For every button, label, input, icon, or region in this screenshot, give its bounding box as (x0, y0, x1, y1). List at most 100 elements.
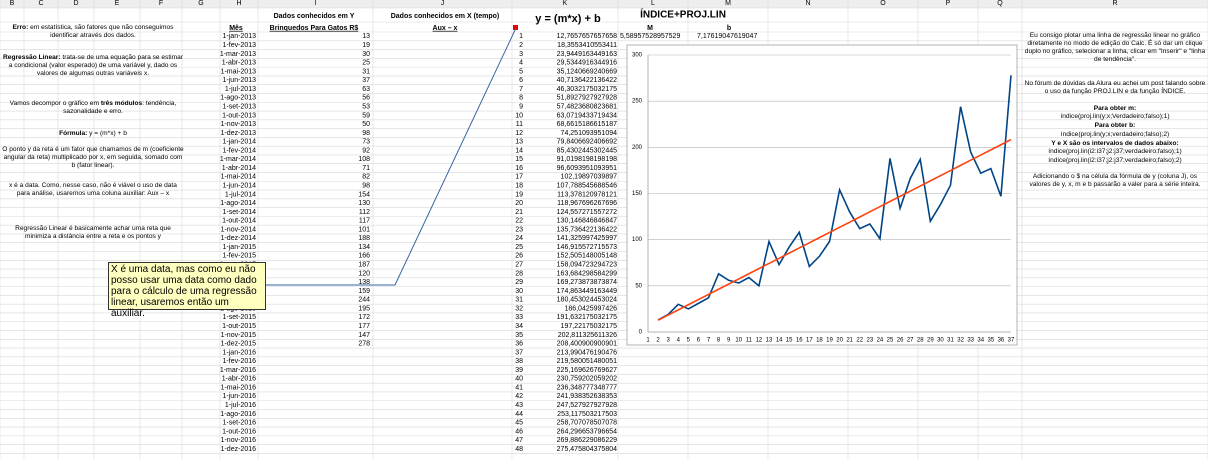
y-cell: 50 (362, 121, 370, 128)
y-cell: 101 (358, 226, 370, 233)
x-tick-label: 1 (646, 338, 650, 344)
x-tick-label: 30 (937, 338, 944, 344)
predicted-cell: 40,7136422136422 (557, 77, 617, 84)
month-cell: 1-set-2015 (223, 314, 257, 321)
month-cell: 1-dez-2016 (221, 446, 257, 453)
x-tick-label: 2 (656, 338, 660, 344)
y-cell: 31 (362, 68, 370, 75)
y-cell: 166 (358, 253, 370, 260)
month-cell: 1-dez-2013 (221, 130, 257, 137)
month-cell: 1-set-2014 (223, 209, 257, 216)
left-note: Fórmula: y = (m*x) + b (2, 130, 184, 138)
x-tick-label: 35 (987, 338, 994, 344)
aux-x-cell: 40 (515, 376, 523, 383)
predicted-cell: 174,863449163449 (557, 288, 617, 295)
x-tick-label: 21 (846, 338, 853, 344)
month-cell: 1-jan-2015 (223, 244, 257, 251)
y-cell: 98 (362, 183, 370, 190)
y-tick-label: 0 (639, 330, 643, 336)
column-letter: I (315, 0, 317, 7)
x-tick-label: 15 (786, 338, 793, 344)
column-letter: D (73, 0, 78, 7)
y-cell: 37 (362, 77, 370, 84)
aux-x-cell: 14 (515, 147, 523, 154)
month-cell: 1-abr-2013 (222, 60, 256, 67)
month-cell: 1-jun-2014 (223, 183, 257, 190)
month-cell: 1-jan-2013 (223, 33, 257, 40)
y-tick-label: 200 (632, 145, 643, 151)
month-cell: 1-nov-2016 (221, 437, 257, 444)
month-cell: 1-jan-2016 (223, 349, 257, 356)
right-note: índice(proj.lin(i2:i37;j2:j37;verdadeiro… (1048, 148, 1182, 155)
y-tick-label: 150 (632, 191, 643, 197)
header-text: y = (m*x) + b (535, 13, 601, 25)
y-cell: 188 (358, 235, 370, 242)
predicted-cell: 23,9449163449163 (557, 51, 617, 58)
right-note: Para obter b: (1094, 122, 1136, 129)
month-cell: 1-fev-2015 (223, 253, 257, 260)
y-cell: 92 (362, 147, 370, 154)
left-note: x é a data. Como, nesse caso, não é viáv… (2, 182, 184, 198)
aux-x-cell: 15 (515, 156, 523, 163)
column-letter: Q (997, 0, 1003, 7)
aux-x-cell: 20 (515, 200, 523, 207)
x-tick-label: 16 (796, 338, 803, 344)
header-text: Dados conhecidos em Y (274, 13, 355, 20)
left-note: Vamos decompor o gráfico em três módulos… (2, 100, 184, 116)
month-cell: 1-set-2013 (223, 103, 257, 110)
predicted-cell: 63,0719433719434 (557, 112, 617, 119)
aux-x-cell: 12 (515, 130, 523, 137)
month-cell: 1-dez-2014 (221, 235, 257, 242)
month-cell: 1-ago-2013 (220, 95, 256, 102)
right-note: Y e X são os intervalos de dados abaixo: (1051, 140, 1179, 147)
note-text: trata-se de uma equação para se estimar … (8, 54, 183, 77)
aux-x-cell: 36 (515, 341, 523, 348)
x-tick-label: 34 (977, 338, 984, 344)
column-letter: N (805, 0, 810, 7)
month-cell: 1-mai-2016 (221, 384, 257, 391)
aux-x-cell: 26 (515, 253, 523, 260)
aux-x-cell: 17 (515, 174, 523, 181)
aux-x-cell: 27 (515, 262, 523, 269)
x-tick-label: 31 (947, 338, 954, 344)
x-tick-label: 29 (927, 338, 934, 344)
header-text: ÍNDICE+PROJ.LIN (640, 8, 726, 21)
aux-x-cell: 18 (515, 183, 523, 190)
month-cell: 1-mar-2013 (220, 51, 256, 58)
x-tick-label: 25 (887, 338, 894, 344)
aux-x-cell: 6 (519, 77, 523, 84)
month-cell: 1-jul-2014 (225, 191, 256, 198)
month-cell: 1-jan-2014 (223, 139, 257, 146)
left-note: O ponto y da reta é um fator que chamamo… (2, 146, 184, 170)
x-tick-label: 20 (836, 338, 843, 344)
note-text: Erro: (12, 24, 29, 31)
month-cell: 1-abr-2014 (222, 165, 256, 172)
aux-x-cell: 33 (515, 314, 523, 321)
aux-x-cell: 46 (515, 428, 523, 435)
aux-x-cell: 24 (515, 235, 523, 242)
x-tick-label: 24 (877, 338, 884, 344)
y-tick-label: 250 (632, 99, 643, 105)
y-cell: 177 (358, 323, 370, 330)
predicted-cell: 225,169626769627 (557, 367, 617, 374)
y-tick-label: 50 (635, 283, 642, 289)
right-note: Eu consigo plotar uma linha de regressão… (1024, 32, 1206, 63)
x-tick-label: 14 (776, 338, 783, 344)
predicted-cell: 91,0198198198198 (557, 156, 617, 163)
aux-x-cell: 32 (515, 305, 523, 312)
aux-x-cell: 31 (515, 297, 523, 304)
x-tick-label: 11 (746, 338, 753, 344)
predicted-cell: 124,557271557272 (557, 209, 617, 216)
month-cell: 1-jul-2013 (225, 86, 256, 93)
predicted-cell: 152,505148005148 (557, 253, 617, 260)
y-cell: 73 (362, 139, 370, 146)
header-text: M (647, 25, 653, 32)
y-cell: 154 (358, 191, 370, 198)
x-tick-label: 18 (816, 338, 823, 344)
aux-x-cell: 34 (515, 323, 523, 330)
aux-x-cell: 1 (519, 33, 523, 40)
x-tick-label: 28 (917, 338, 924, 344)
predicted-cell: 213,990476190476 (557, 349, 617, 356)
predicted-cell: 186,0425997426 (564, 305, 617, 312)
y-cell: 30 (362, 51, 370, 58)
